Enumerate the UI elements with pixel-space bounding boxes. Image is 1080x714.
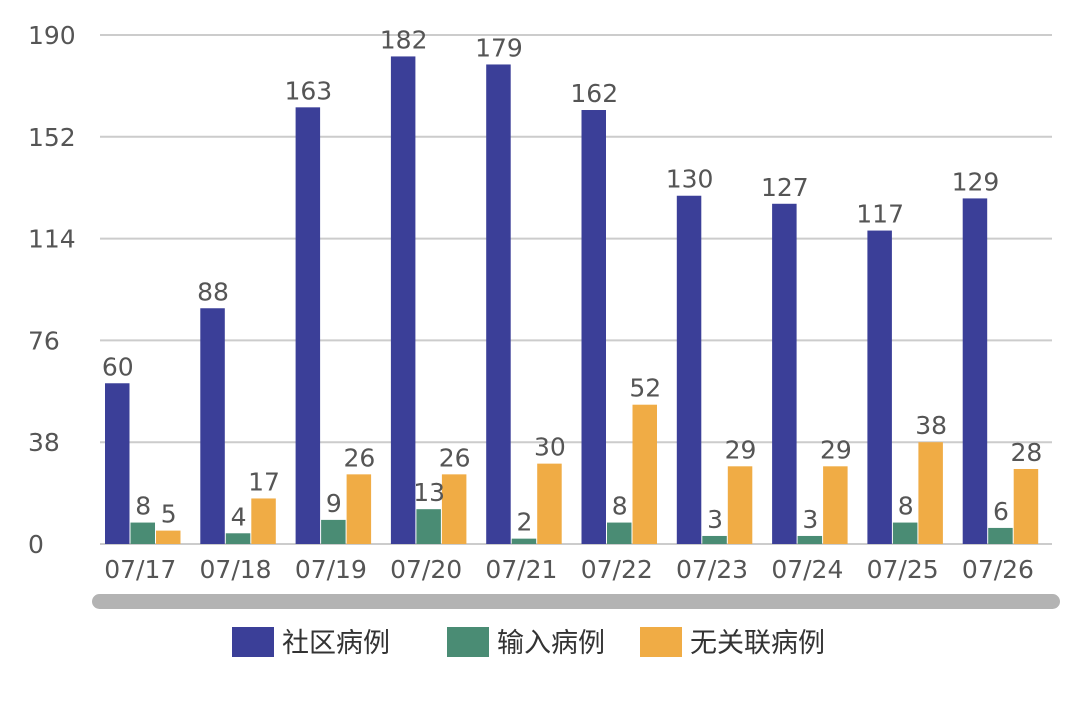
y-tick-label: 0 [28, 530, 44, 559]
data-label: 5 [161, 500, 177, 529]
data-label: 38 [915, 411, 947, 440]
x-tick-label: 07/18 [200, 555, 272, 584]
legend: 社区病例 输入病例 无关联病例 [232, 627, 825, 659]
data-label: 8 [135, 492, 151, 521]
data-labels: 608 5884171639261821326179230162852130329… [102, 25, 1043, 536]
bar [676, 195, 702, 544]
data-label: 8 [898, 492, 914, 521]
bar [581, 110, 606, 544]
bar [1013, 468, 1039, 544]
x-tick-label: 07/25 [867, 555, 939, 584]
grid-lines [100, 34, 1052, 545]
horizontal-scrollbar[interactable] [92, 594, 1060, 609]
data-label: 130 [666, 165, 714, 194]
data-label: 60 [102, 352, 134, 381]
bar [823, 466, 848, 544]
data-label: 52 [629, 374, 661, 403]
y-axis-ticks: 0 38 76 114 152 190 [28, 21, 76, 559]
data-label: 162 [570, 79, 618, 108]
bar [251, 498, 276, 544]
data-label: 129 [952, 167, 1000, 196]
data-label: 8 [612, 492, 628, 521]
data-label: 179 [475, 33, 523, 62]
data-label: 30 [534, 433, 566, 462]
x-tick-label: 07/21 [485, 555, 557, 584]
bar [511, 538, 537, 544]
legend-item[interactable]: 无关联病例 [640, 627, 825, 659]
legend-swatch [232, 627, 274, 657]
y-tick-label: 190 [28, 21, 76, 50]
data-label: 6 [993, 497, 1009, 526]
data-label: 2 [516, 508, 532, 537]
bar [130, 522, 155, 544]
bar [441, 474, 467, 544]
data-label: 182 [380, 25, 428, 54]
bar [156, 530, 181, 544]
data-label: 163 [284, 76, 332, 105]
y-tick-label: 38 [28, 428, 60, 457]
bar [892, 522, 918, 544]
bar [772, 203, 797, 544]
x-tick-label: 07/26 [962, 555, 1034, 584]
legend-label: 社区病例 [282, 628, 390, 659]
data-label: 17 [248, 467, 280, 496]
bar [295, 107, 321, 545]
x-tick-label: 07/23 [676, 555, 748, 584]
bar [537, 463, 562, 544]
bar [918, 442, 943, 544]
bar [346, 474, 372, 544]
data-label: 88 [197, 277, 229, 306]
bar [632, 404, 657, 544]
data-label: 4 [231, 502, 247, 531]
bars [105, 56, 1039, 545]
data-label: 127 [761, 173, 809, 202]
x-tick-label: 07/17 [104, 555, 176, 584]
x-tick-label: 07/19 [295, 555, 367, 584]
bar [867, 230, 892, 544]
data-label: 3 [707, 505, 723, 534]
data-label: 28 [1011, 438, 1043, 467]
legend-label: 无关联病例 [690, 628, 825, 659]
bar [390, 56, 416, 544]
bar [727, 466, 753, 544]
legend-swatch [447, 627, 489, 657]
data-label: 26 [439, 443, 471, 472]
x-tick-label: 07/20 [390, 555, 462, 584]
x-axis-ticks: 07/17 07/18 07/19 07/20 07/21 07/22 07/23 07/24… [104, 555, 1034, 584]
y-tick-label: 76 [28, 326, 60, 355]
data-label: 29 [820, 435, 852, 464]
bar [225, 533, 251, 544]
data-label: 3 [802, 505, 818, 534]
bar [962, 198, 988, 545]
bar [702, 535, 727, 544]
bar [105, 383, 130, 544]
data-label: 9 [326, 489, 342, 518]
x-tick-label: 07/22 [581, 555, 653, 584]
bar [607, 522, 632, 544]
y-tick-label: 152 [28, 123, 76, 152]
data-label: 26 [343, 443, 375, 472]
legend-item[interactable]: 社区病例 [232, 627, 390, 659]
data-label: 117 [856, 200, 904, 229]
legend-item[interactable]: 输入病例 [447, 627, 605, 659]
legend-label: 输入病例 [497, 628, 605, 659]
data-label: 13 [413, 478, 445, 507]
bar [416, 509, 441, 544]
legend-swatch [640, 627, 682, 657]
bar [200, 308, 225, 544]
bar [486, 64, 511, 545]
y-tick-label: 114 [28, 225, 76, 254]
x-tick-label: 07/24 [771, 555, 843, 584]
data-label: 29 [725, 435, 757, 464]
bar [988, 527, 1013, 544]
bar [797, 535, 823, 544]
bar [321, 519, 346, 544]
